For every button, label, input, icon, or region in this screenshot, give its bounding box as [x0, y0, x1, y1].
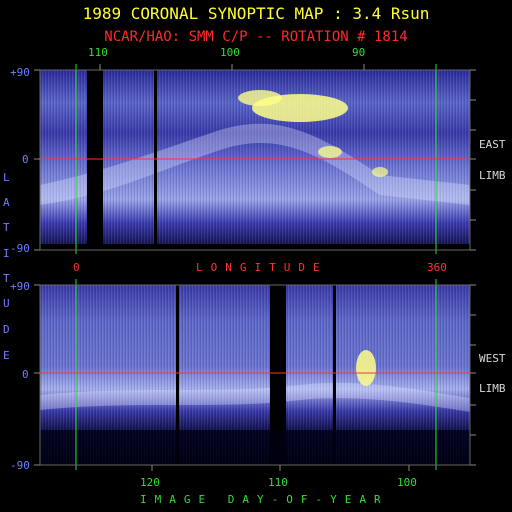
map-title: 1989 CORONAL SYNOPTIC MAP : 3.4 Rsun — [82, 4, 430, 23]
lower-data-gap — [333, 285, 336, 465]
west-label: WEST — [479, 352, 506, 365]
bottom-tick-110: 110 — [268, 476, 288, 489]
lower-bright-peak — [356, 350, 376, 386]
bottom-tick-120: 120 — [140, 476, 160, 489]
day-of-year-axis-label: IMAGE DAY-OF-YEAR — [140, 493, 389, 506]
latitude-letter: L — [3, 171, 10, 184]
lat-tick-lower-plus90: +90 — [10, 280, 30, 293]
east-label: EAST — [479, 138, 506, 151]
upper-panel — [39, 64, 471, 254]
lower-data-gap — [270, 285, 286, 465]
lat-tick-upper-minus90: -90 — [10, 242, 30, 255]
lower-data-gap — [176, 285, 179, 465]
latitude-letter: I — [3, 247, 10, 260]
latitude-letter: E — [3, 349, 10, 362]
map-subtitle: NCAR/HAO: SMM C/P -- ROTATION # 1814 — [104, 29, 408, 45]
tick-marks — [34, 64, 476, 471]
lat-tick-lower-minus90: -90 — [10, 459, 30, 472]
top-tick-90: 90 — [352, 46, 366, 59]
latitude-letter: A — [3, 196, 10, 209]
lat-tick-upper-plus90: +90 — [10, 66, 30, 79]
east-limb-label: LIMB — [479, 169, 506, 182]
top-tick-110: 110 — [88, 46, 108, 59]
latitude-letter: U — [3, 297, 10, 310]
longitude-axis-label: LONGITUDE — [196, 261, 328, 274]
lon-tick-0: 0 — [73, 261, 80, 274]
lat-tick-upper-0: 0 — [22, 153, 29, 166]
bottom-tick-100: 100 — [397, 476, 417, 489]
top-tick-100: 100 — [220, 46, 240, 59]
lower-streamer-belt — [40, 382, 470, 412]
latitude-letter: T — [3, 272, 10, 285]
west-limb-label: LIMB — [479, 382, 506, 395]
lat-tick-lower-0: 0 — [22, 368, 29, 381]
latitude-letter: T — [3, 221, 10, 234]
lower-panel — [39, 279, 471, 470]
latitude-letter: D — [3, 323, 10, 336]
lon-tick-360: 360 — [427, 261, 447, 274]
upper-streamer-belt — [40, 123, 470, 205]
